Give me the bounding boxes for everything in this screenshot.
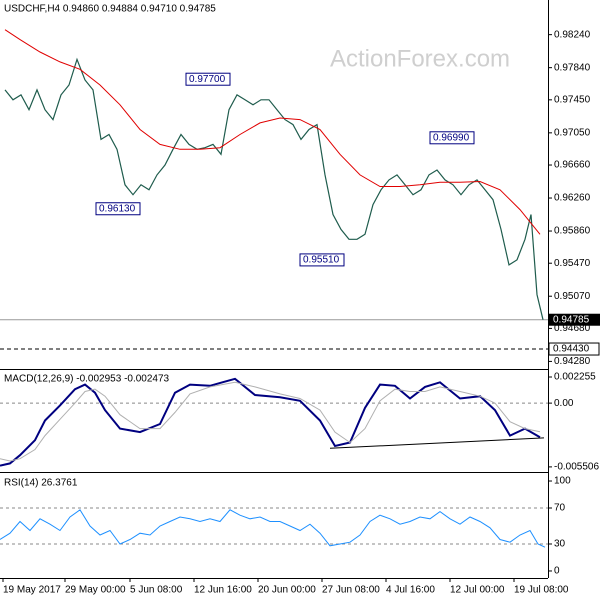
y-tick-label: 0.96660 — [554, 160, 591, 171]
x-tick-label: 12 Jun 16:00 — [194, 585, 252, 596]
x-tick-label: 19 Jul 08:00 — [514, 585, 569, 596]
x-tick-label: 12 Jul 00:00 — [450, 585, 505, 596]
panel-title: RSI(14) 26.3761 — [4, 478, 78, 489]
series-line — [0, 381, 541, 462]
annotation-label: 0.96130 — [99, 203, 136, 214]
x-tick-label: 4 Jul 16:00 — [386, 585, 435, 596]
y-tick-label: -0.005506 — [554, 462, 599, 473]
y-tick-label: 30 — [554, 539, 566, 550]
annotation-label: 0.97700 — [189, 74, 226, 85]
level-box — [548, 342, 600, 356]
y-tick-label: 0.95070 — [554, 291, 591, 302]
y-tick-label: 0 — [554, 566, 560, 577]
y-tick-label: 100 — [554, 476, 571, 487]
y-tick-label: 0.94280 — [554, 356, 591, 367]
y-tick-label: 0.96260 — [554, 193, 591, 204]
y-tick-label: 0.00 — [554, 398, 574, 409]
last-price-label: 0.94785 — [553, 314, 590, 325]
y-tick-label: 70 — [554, 503, 566, 514]
watermark: ActionForex.com — [330, 45, 510, 72]
annotation-box — [429, 131, 475, 145]
panel-title: USDCHF,H4 0.94860 0.94884 0.94710 0.9478… — [4, 4, 216, 15]
x-tick-label: 19 May 2017 — [3, 585, 61, 596]
y-tick-label: 0.95470 — [554, 258, 591, 269]
series-line — [4, 29, 541, 235]
level-label: 0.94430 — [553, 344, 590, 355]
series-line — [4, 57, 544, 320]
x-tick-label: 29 May 00:00 — [65, 585, 126, 596]
panel-title: MACD(12,26,9) -0.002953 -0.002473 — [4, 374, 170, 385]
x-tick-label: 27 Jun 08:00 — [322, 585, 380, 596]
x-tick-label: 5 Jun 08:00 — [130, 585, 183, 596]
annotation-label: 0.96990 — [433, 132, 470, 143]
y-tick-label: 0.002255 — [554, 372, 596, 383]
y-tick-label: 0.97450 — [554, 94, 591, 105]
y-tick-label: 0.95860 — [554, 226, 591, 237]
last-price-box — [549, 313, 600, 326]
y-tick-label: 0.97840 — [554, 62, 591, 73]
y-tick-label: 0.97050 — [554, 127, 591, 138]
annotation-box — [95, 202, 141, 216]
annotation-box — [299, 253, 345, 267]
y-tick-label: 0.94680 — [554, 323, 591, 334]
annotation-box — [185, 72, 231, 86]
series-line — [329, 437, 545, 449]
annotation-label: 0.95510 — [303, 255, 340, 266]
series-line — [0, 509, 546, 548]
y-tick-label: 0.98240 — [554, 29, 591, 40]
series-line — [0, 377, 541, 467]
x-tick-label: 20 Jun 00:00 — [258, 585, 316, 596]
